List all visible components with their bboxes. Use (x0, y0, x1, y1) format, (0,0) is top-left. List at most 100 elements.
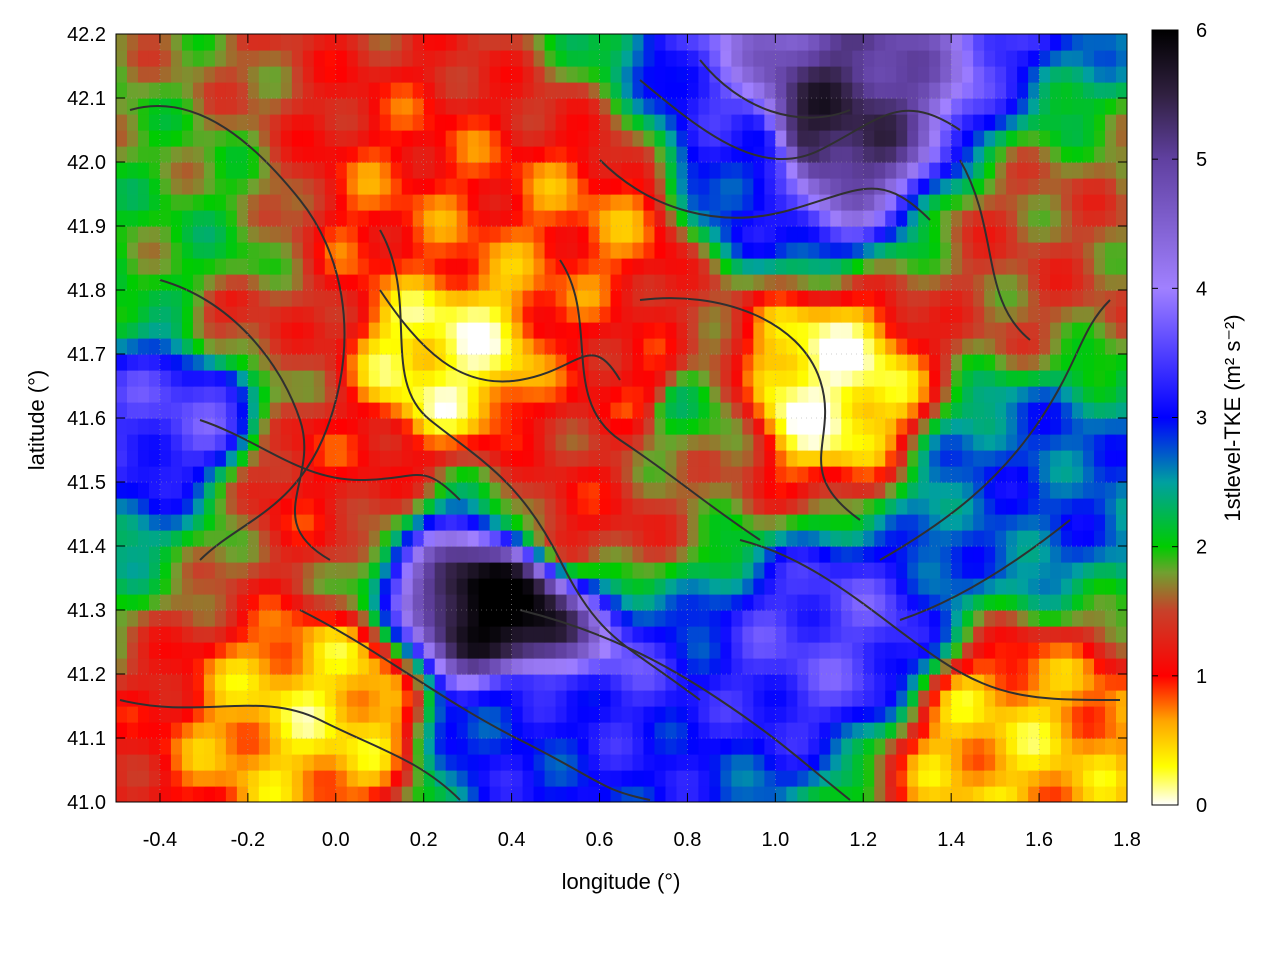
heatmap-cell (841, 514, 853, 531)
heatmap-cell (489, 402, 502, 419)
heatmap-cell (456, 258, 469, 275)
heatmap-cell (302, 194, 315, 211)
heatmap-cell (159, 674, 172, 691)
heatmap-cell (511, 786, 524, 802)
heatmap-cell (566, 434, 579, 451)
heatmap-cell (874, 610, 886, 627)
heatmap-cell (797, 322, 809, 339)
heatmap-cell (1050, 178, 1062, 195)
heatmap-cell (456, 546, 469, 563)
heatmap-cell (533, 178, 546, 195)
heatmap-cell (874, 402, 886, 419)
heatmap-cell (918, 82, 930, 99)
heatmap-cell (753, 66, 765, 83)
heatmap-cell (445, 354, 458, 371)
heatmap-cell (918, 354, 930, 371)
heatmap-cell (159, 722, 172, 739)
heatmap-cell (181, 434, 194, 451)
heatmap-cell (478, 658, 491, 675)
heatmap-cell (456, 562, 469, 579)
heatmap-cell (599, 658, 612, 675)
heatmap-cell (643, 162, 656, 179)
heatmap-cell (808, 402, 820, 419)
heatmap-cell (610, 370, 623, 387)
heatmap-cell (610, 690, 623, 707)
heatmap-cell (544, 50, 557, 67)
heatmap-cell (676, 194, 689, 211)
heatmap-cell (489, 162, 502, 179)
heatmap-cell (181, 386, 194, 403)
heatmap-cell (1039, 210, 1051, 227)
heatmap-cell (291, 338, 304, 355)
heatmap-cell (1072, 242, 1084, 259)
heatmap-cell (577, 610, 590, 627)
heatmap-cell (665, 322, 678, 339)
heatmap-cell (159, 242, 172, 259)
heatmap-cell (841, 114, 853, 131)
heatmap-cell (555, 434, 568, 451)
heatmap-cell (720, 706, 732, 723)
heatmap-cell (962, 242, 974, 259)
heatmap-cell (544, 290, 557, 307)
heatmap-cell (830, 162, 842, 179)
heatmap-cell (280, 50, 293, 67)
heatmap-cell (346, 690, 359, 707)
heatmap-cell (742, 578, 754, 595)
heatmap-cell (368, 226, 381, 243)
heatmap-cell (258, 130, 271, 147)
heatmap-cell (1006, 466, 1018, 483)
heatmap-cell (731, 402, 743, 419)
heatmap-cell (489, 450, 502, 467)
heatmap-cell (621, 578, 634, 595)
heatmap-cell (236, 130, 249, 147)
heatmap-cell (258, 770, 271, 787)
heatmap-cell (852, 210, 864, 227)
heatmap-cell (808, 370, 820, 387)
heatmap-cell (720, 530, 732, 547)
heatmap-cell (544, 306, 557, 323)
heatmap-cell (995, 258, 1007, 275)
heatmap-cell (511, 738, 524, 755)
heatmap-cell (203, 530, 216, 547)
heatmap-cell (225, 210, 238, 227)
heatmap-cell (511, 146, 524, 163)
heatmap-cell (192, 674, 205, 691)
heatmap-cell (324, 274, 337, 291)
heatmap-cell (731, 114, 743, 131)
heatmap-cell (995, 242, 1007, 259)
heatmap-cell (896, 738, 908, 755)
heatmap-cell (269, 34, 282, 51)
heatmap-cell (500, 306, 513, 323)
heatmap-cell (907, 258, 919, 275)
heatmap-cell (412, 754, 425, 771)
heatmap-cell (918, 274, 930, 291)
heatmap-cell (214, 706, 227, 723)
heatmap-cell (467, 50, 480, 67)
heatmap-cell (247, 498, 260, 515)
heatmap-cell (214, 402, 227, 419)
heatmap-cell (764, 258, 776, 275)
heatmap-cell (610, 146, 623, 163)
heatmap-cell (819, 34, 831, 51)
heatmap-cell (478, 562, 491, 579)
heatmap-cell (467, 578, 480, 595)
heatmap-cell (1094, 690, 1106, 707)
heatmap-cell (280, 770, 293, 787)
heatmap-cell (181, 674, 194, 691)
heatmap-cell (1094, 114, 1106, 131)
heatmap-cell (1017, 370, 1029, 387)
heatmap-cell (566, 626, 579, 643)
heatmap-cell (346, 706, 359, 723)
heatmap-cell (170, 450, 183, 467)
heatmap-cell (390, 322, 403, 339)
heatmap-cell (214, 626, 227, 643)
heatmap-cell (797, 66, 809, 83)
heatmap-cell (214, 354, 227, 371)
heatmap-cell (192, 546, 205, 563)
heatmap-cell (159, 338, 172, 355)
heatmap-cell (863, 658, 875, 675)
heatmap-cell (742, 658, 754, 675)
heatmap-cell (830, 210, 842, 227)
heatmap-cell (929, 66, 941, 83)
heatmap-cell (874, 34, 886, 51)
